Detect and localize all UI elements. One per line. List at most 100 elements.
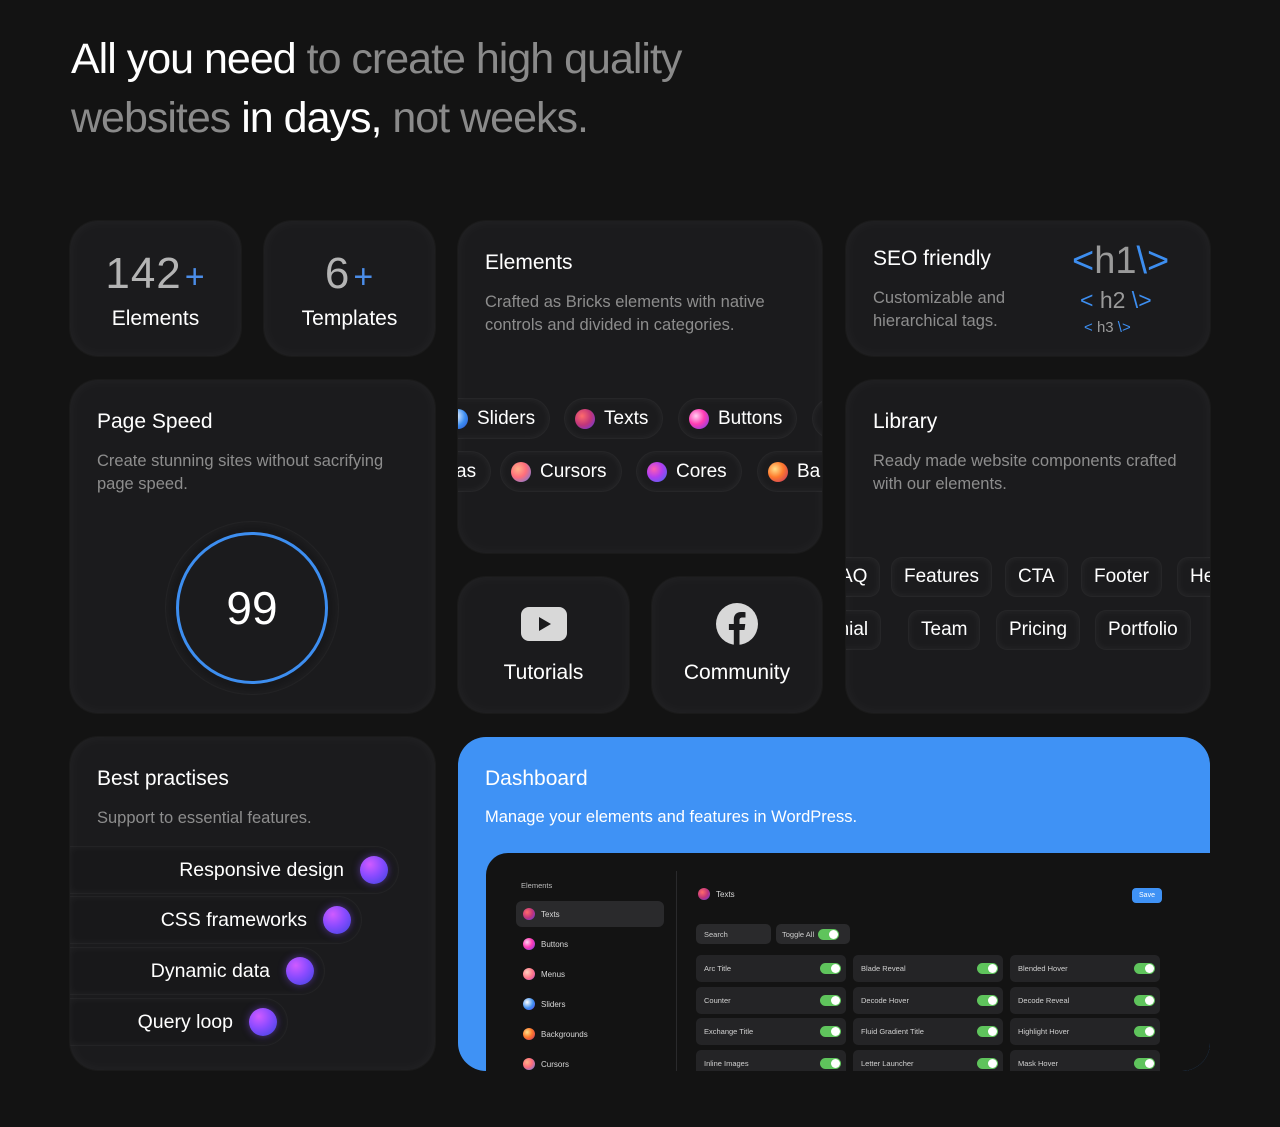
category-pill-as[interactable]: as bbox=[458, 452, 491, 491]
toggle-switch[interactable] bbox=[977, 995, 998, 1006]
toggle-switch[interactable] bbox=[1134, 995, 1155, 1006]
stat-card-templates: 6+ Templates bbox=[264, 221, 435, 356]
category-pill-cursors[interactable]: Cursors bbox=[501, 452, 621, 491]
sidebar-item-texts[interactable]: Texts bbox=[516, 901, 664, 927]
toggle-switch[interactable] bbox=[977, 963, 998, 974]
category-dot-icon bbox=[689, 408, 709, 429]
headline-part-4: in days, bbox=[230, 94, 382, 142]
headline-part-5: not weeks. bbox=[381, 94, 589, 142]
category-pill-cores[interactable]: Cores bbox=[637, 452, 741, 491]
feature-toggle-row[interactable]: Letter Launcher bbox=[853, 1050, 1003, 1071]
library-card: Library Ready made website components cr… bbox=[846, 380, 1210, 713]
sidebar-item-cursors[interactable]: Cursors bbox=[516, 1051, 664, 1071]
sidebar-item-sliders[interactable]: Sliders bbox=[516, 991, 664, 1017]
toggle-switch[interactable] bbox=[820, 963, 841, 974]
category-dot-icon bbox=[523, 938, 535, 950]
category-dot-icon bbox=[698, 888, 710, 900]
category-dot-icon bbox=[523, 1058, 535, 1070]
sidebar-label: Elements bbox=[521, 881, 553, 890]
category-dot-icon bbox=[768, 461, 788, 482]
category-pill-partial[interactable] bbox=[813, 399, 822, 438]
headline-part-2: to create high quality bbox=[295, 35, 683, 83]
search-input[interactable]: Search bbox=[696, 924, 771, 944]
feature-toggle-row[interactable]: Inline Images bbox=[696, 1050, 846, 1071]
orb-icon bbox=[249, 1008, 277, 1036]
feature-toggle-row[interactable]: Arc Title bbox=[696, 955, 846, 982]
library-tag-features[interactable]: Features bbox=[892, 558, 991, 596]
card-title: Library bbox=[873, 410, 938, 433]
category-dot-icon bbox=[523, 968, 535, 980]
facebook-icon bbox=[652, 602, 822, 646]
category-dot-icon bbox=[575, 408, 595, 429]
page-speed-card: Page Speed Create stunning sites without… bbox=[70, 380, 435, 713]
community-card[interactable]: Community bbox=[652, 577, 822, 713]
feature-toggle-row[interactable]: Highlight Hover bbox=[1010, 1018, 1160, 1045]
save-button[interactable]: Save bbox=[1132, 888, 1162, 903]
stat-label: Templates bbox=[301, 307, 398, 330]
youtube-icon bbox=[458, 607, 629, 641]
feature-toggle-row[interactable]: Blended Hover bbox=[1010, 955, 1160, 982]
category-pill-ba[interactable]: Ba bbox=[758, 452, 822, 491]
speed-score: 99 bbox=[176, 532, 328, 684]
dashboard-preview: Elements Texts Buttons Menus Sliders Bac… bbox=[486, 853, 1210, 1071]
category-dot-icon bbox=[458, 408, 468, 429]
headline-part-1: All you need bbox=[71, 35, 297, 83]
toggle-switch[interactable] bbox=[977, 1026, 998, 1037]
category-dot-icon bbox=[647, 461, 667, 482]
library-tag-portfolio[interactable]: Portfolio bbox=[1096, 611, 1190, 649]
stat-card-elements: 142+ Elements bbox=[70, 221, 241, 356]
card-title: Elements bbox=[485, 251, 573, 274]
category-pill-buttons[interactable]: Buttons bbox=[679, 399, 797, 438]
category-dot-icon bbox=[523, 908, 535, 920]
library-tag-pricing[interactable]: Pricing bbox=[997, 611, 1080, 649]
tutorials-label: Tutorials bbox=[503, 661, 584, 684]
seo-card: SEO friendly Customizable and hierarchica… bbox=[846, 221, 1210, 356]
community-label: Community bbox=[683, 661, 791, 684]
sidebar-item-menus[interactable]: Menus bbox=[516, 961, 664, 987]
category-pill-texts[interactable]: Texts bbox=[565, 399, 663, 438]
toggle-switch[interactable] bbox=[820, 1058, 841, 1069]
toggle-switch[interactable] bbox=[977, 1058, 998, 1069]
toggle-switch[interactable] bbox=[1134, 1026, 1155, 1037]
feature-toggle-row[interactable]: Decode Reveal bbox=[1010, 987, 1160, 1014]
sidebar-item-buttons[interactable]: Buttons bbox=[516, 931, 664, 957]
sidebar-divider bbox=[676, 871, 677, 1071]
headline-part-3: websites bbox=[71, 94, 231, 142]
card-subtitle: Create stunning sites without sacrifying… bbox=[97, 452, 384, 493]
feature-toggle-row[interactable]: Counter bbox=[696, 987, 846, 1014]
category-pill-sliders[interactable]: Sliders bbox=[458, 399, 550, 438]
library-tag-footer[interactable]: Footer bbox=[1082, 558, 1161, 596]
stat-number: 142+ bbox=[105, 249, 206, 298]
library-tag-cta[interactable]: CTA bbox=[1006, 558, 1067, 596]
library-tag-header[interactable]: He bbox=[1178, 558, 1210, 596]
card-title: Dashboard bbox=[485, 767, 588, 790]
library-tag-testimonial[interactable]: onial bbox=[846, 611, 881, 649]
feature-toggle-row[interactable]: Decode Hover bbox=[853, 987, 1003, 1014]
feature-toggle-row[interactable]: Exchange Title bbox=[696, 1018, 846, 1045]
h3-tag-graphic: < h3 \> bbox=[1084, 319, 1131, 336]
feature-responsive-design: Responsive design bbox=[70, 847, 398, 893]
card-title: SEO friendly bbox=[873, 247, 991, 270]
tutorials-card[interactable]: Tutorials bbox=[458, 577, 629, 713]
feature-toggle-row[interactable]: Blade Reveal bbox=[853, 955, 1003, 982]
orb-icon bbox=[323, 906, 351, 934]
card-title: Best practises bbox=[97, 767, 229, 790]
sidebar-item-backgrounds[interactable]: Backgrounds bbox=[516, 1021, 664, 1047]
dashboard-card: Dashboard Manage your elements and featu… bbox=[458, 737, 1210, 1071]
toggle-switch[interactable] bbox=[820, 1026, 841, 1037]
main-title: Texts bbox=[698, 888, 735, 900]
library-tag-faq[interactable]: AQ bbox=[846, 558, 880, 596]
library-tag-team[interactable]: Team bbox=[909, 611, 980, 649]
feature-toggle-row[interactable]: Fluid Gradient Title bbox=[853, 1018, 1003, 1045]
toggle-switch[interactable] bbox=[1134, 963, 1155, 974]
toggle-switch[interactable] bbox=[820, 995, 841, 1006]
headline: All you need to create high quality webs… bbox=[71, 30, 791, 148]
h2-tag-graphic: < h2 \> bbox=[1080, 287, 1152, 313]
toggle-switch[interactable] bbox=[818, 928, 840, 940]
card-subtitle: Customizable and hierarchical tags. bbox=[873, 289, 1006, 330]
feature-toggle-row[interactable]: Mask Hover bbox=[1010, 1050, 1160, 1071]
toggle-all-switch[interactable]: Toggle All bbox=[776, 924, 850, 944]
toggle-switch[interactable] bbox=[1134, 1058, 1155, 1069]
orb-icon bbox=[360, 856, 388, 884]
card-subtitle: Ready made website components crafted wit… bbox=[873, 452, 1177, 493]
